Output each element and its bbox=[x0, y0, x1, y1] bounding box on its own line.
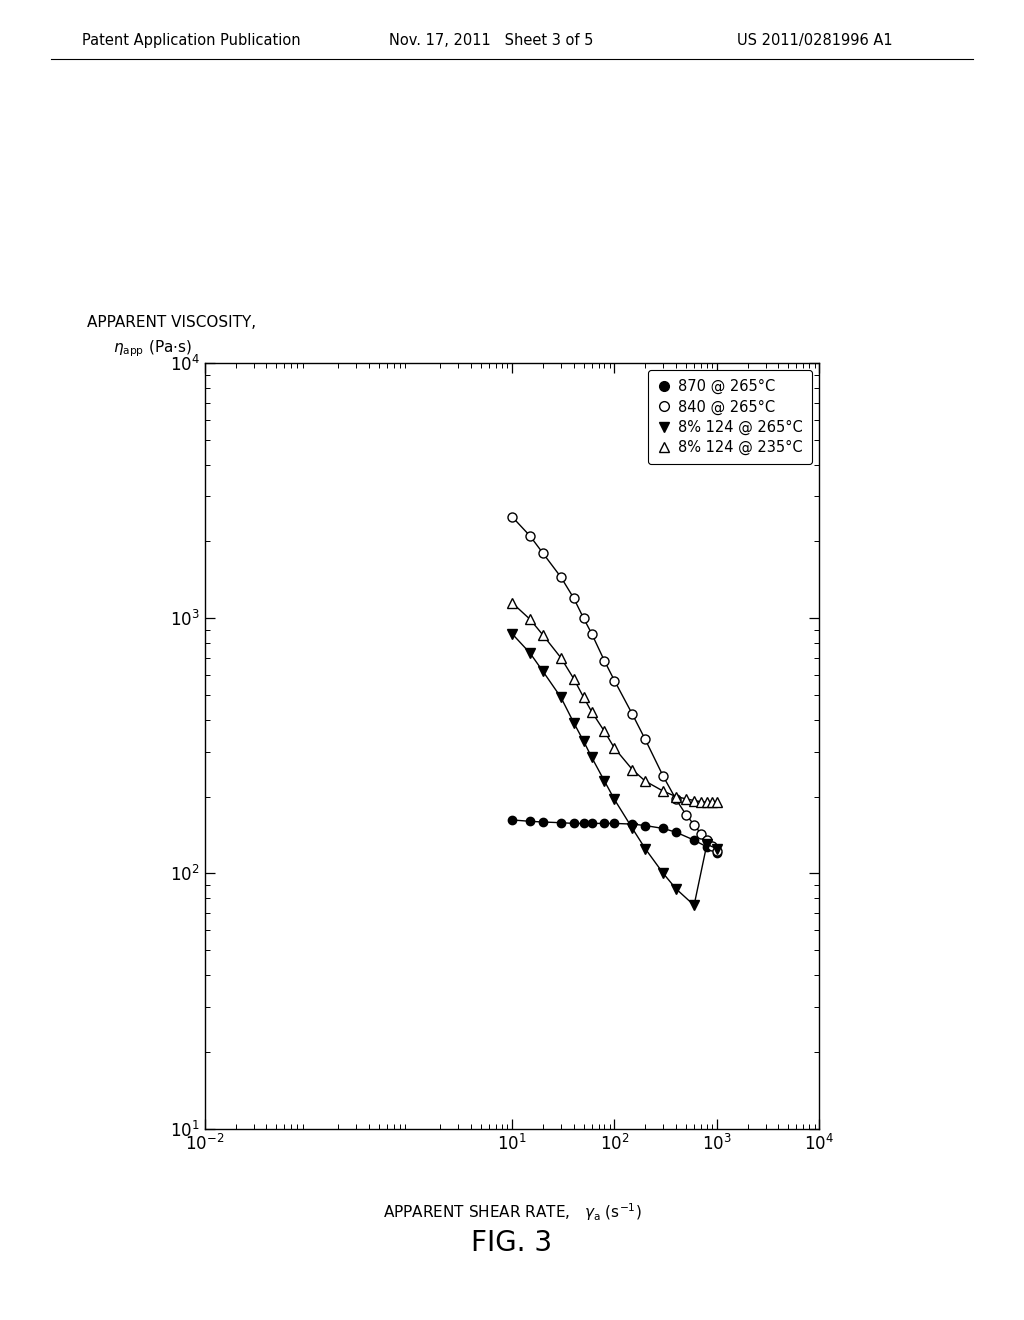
Text: Patent Application Publication: Patent Application Publication bbox=[82, 33, 301, 48]
Text: APPARENT SHEAR RATE,   $\gamma_{\mathregular{a}}$ (s$^{-1}$): APPARENT SHEAR RATE, $\gamma_{\mathregul… bbox=[383, 1201, 641, 1222]
Text: APPARENT VISCOSITY,: APPARENT VISCOSITY, bbox=[87, 315, 256, 330]
Text: US 2011/0281996 A1: US 2011/0281996 A1 bbox=[737, 33, 893, 48]
Text: FIG. 3: FIG. 3 bbox=[471, 1229, 553, 1257]
Text: $\eta_{\mathregular{app}}$ (Pa$\cdot$s): $\eta_{\mathregular{app}}$ (Pa$\cdot$s) bbox=[113, 338, 191, 359]
Legend: 870 @ 265°C, 840 @ 265°C, 8% 124 @ 265°C, 8% 124 @ 235°C: 870 @ 265°C, 840 @ 265°C, 8% 124 @ 265°C… bbox=[648, 371, 812, 463]
Text: Nov. 17, 2011   Sheet 3 of 5: Nov. 17, 2011 Sheet 3 of 5 bbox=[389, 33, 594, 48]
